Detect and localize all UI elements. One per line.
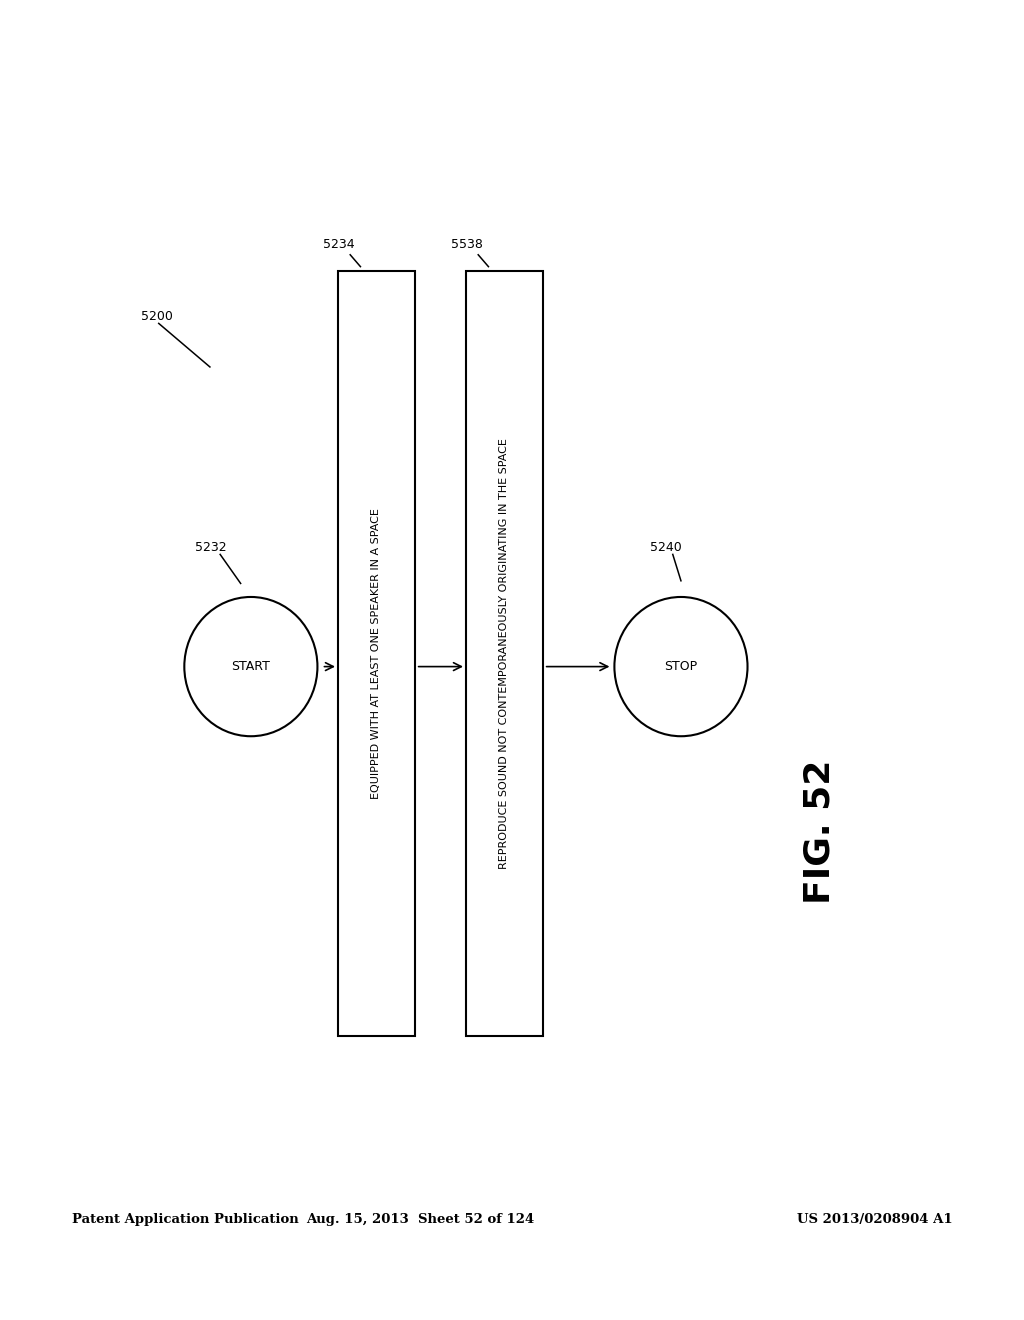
- Bar: [338, 271, 415, 1036]
- Text: REPRODUCE SOUND NOT CONTEMPORANEOUSLY ORIGINATING IN THE SPACE: REPRODUCE SOUND NOT CONTEMPORANEOUSLY OR…: [500, 438, 509, 869]
- Text: START: START: [231, 660, 270, 673]
- Text: 5234: 5234: [323, 238, 354, 251]
- Text: 5232: 5232: [195, 541, 226, 554]
- Text: FIG. 52: FIG. 52: [802, 759, 837, 904]
- Text: Patent Application Publication: Patent Application Publication: [72, 1213, 298, 1226]
- Text: 5240: 5240: [650, 541, 682, 554]
- Text: EQUIPPED WITH AT LEAST ONE SPEAKER IN A SPACE: EQUIPPED WITH AT LEAST ONE SPEAKER IN A …: [372, 508, 381, 799]
- Bar: [466, 271, 543, 1036]
- Text: STOP: STOP: [665, 660, 697, 673]
- Text: 5538: 5538: [451, 238, 482, 251]
- Text: 5200: 5200: [141, 310, 173, 323]
- Text: US 2013/0208904 A1: US 2013/0208904 A1: [797, 1213, 952, 1226]
- Text: Aug. 15, 2013  Sheet 52 of 124: Aug. 15, 2013 Sheet 52 of 124: [306, 1213, 534, 1226]
